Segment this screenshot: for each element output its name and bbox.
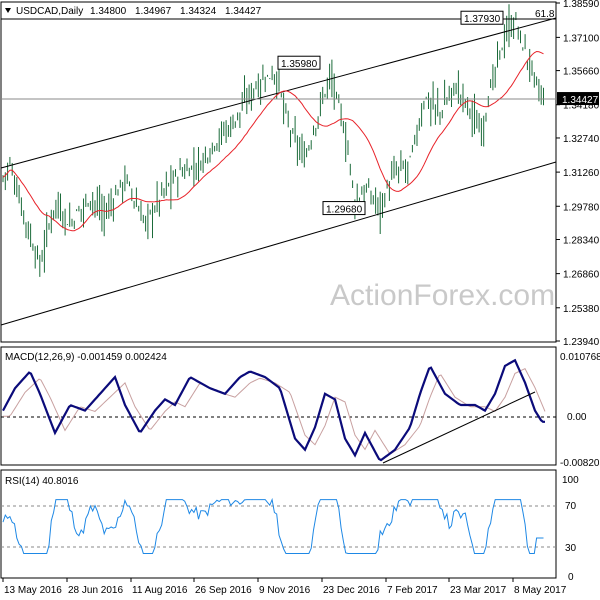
annotation-label: 1.29680 xyxy=(326,205,363,216)
price-annotations: 1.37930 1.35980 1.29680 xyxy=(277,10,504,216)
collapse-icon[interactable] xyxy=(5,8,11,13)
annotation-1.35980: 1.35980 xyxy=(277,55,321,70)
macd-tick-min: -0.008203 xyxy=(560,458,600,469)
price-tick-label: 1.37100 xyxy=(563,33,600,44)
annotation-box xyxy=(277,55,321,70)
price-axis: 1.38590 1.37100 1.35660 1.34180 1.32740 1.312… xyxy=(556,0,600,348)
rsi-line xyxy=(2,497,544,554)
price-tick-label: 1.26860 xyxy=(563,270,600,281)
macd-tick-max: 0.010768 xyxy=(560,352,600,363)
macd-header: MACD(12,26,9) -0.001459 0.002424 xyxy=(5,352,167,363)
annotation-1.37930: 1.37930 xyxy=(460,10,504,25)
header-open: 1.34800 xyxy=(90,6,127,17)
channel-lower-line xyxy=(0,161,557,326)
rsi-tick-30: 30 xyxy=(565,543,577,554)
fib-label: 61.8 xyxy=(535,9,555,20)
date-tick-label: 23 Mar 2017 xyxy=(450,585,507,596)
rsi-tick-70: 70 xyxy=(565,501,577,512)
date-tick-label: 11 Aug 2016 xyxy=(132,585,188,596)
date-tick-label: 28 Jun 2016 xyxy=(68,585,123,596)
price-tick-label: 1.28340 xyxy=(563,235,600,246)
date-tick-label: 9 Nov 2016 xyxy=(259,585,311,596)
rsi-panel: RSI(14) 40.8016 100 70 30 0 xyxy=(0,469,579,583)
macd-trendline xyxy=(382,391,536,464)
header-low: 1.34324 xyxy=(180,6,217,17)
date-tick-label: 26 Sep 2016 xyxy=(195,585,252,596)
date-axis: 13 May 2016 28 Jun 2016 11 Aug 2016 26 Sep … xyxy=(2,578,567,596)
price-tick-label: 1.35660 xyxy=(563,67,600,78)
chart-header: USDCAD,Daily xyxy=(16,6,83,17)
annotation-1.29680: 1.29680 xyxy=(322,201,366,216)
rsi-axis: 100 70 30 0 xyxy=(562,475,579,583)
rsi-tick-100: 100 xyxy=(562,475,579,486)
price-panel: ActionForex.com 1.37930 1.35980 1.29680 US… xyxy=(0,0,600,348)
price-tick-label: 1.31260 xyxy=(563,168,600,179)
current-price-box xyxy=(557,92,599,106)
macd-panel: MACD(12,26,9) -0.001459 0.002424 0.01076… xyxy=(0,346,600,469)
price-tick-label: 1.32740 xyxy=(563,134,600,145)
price-bars xyxy=(2,4,544,277)
channel-upper-line xyxy=(0,17,557,169)
date-tick-label: 13 May 2016 xyxy=(4,585,62,596)
price-tick-label: 1.23940 xyxy=(563,337,600,348)
price-tick-label: 1.25380 xyxy=(563,304,600,315)
rsi-tick-0: 0 xyxy=(568,572,574,583)
date-tick-label: 23 Dec 2016 xyxy=(323,585,380,596)
header-high: 1.34967 xyxy=(135,6,172,17)
price-tick-label: 1.29780 xyxy=(563,202,600,213)
price-tick-label: 1.34180 xyxy=(563,101,600,112)
current-price-label: 1.34427 xyxy=(562,95,599,106)
annotation-box xyxy=(322,201,366,216)
rsi-header: RSI(14) 40.8016 xyxy=(5,476,79,487)
date-tick-label: 7 Feb 2017 xyxy=(387,585,438,596)
annotation-label: 1.37930 xyxy=(464,14,501,25)
annotation-label: 1.35980 xyxy=(281,59,318,70)
header-close: 1.34427 xyxy=(225,6,262,17)
annotation-box xyxy=(460,10,504,25)
macd-tick-zero: 0.00 xyxy=(567,412,587,423)
watermark: ActionForex.com xyxy=(330,279,555,312)
macd-line xyxy=(2,358,545,462)
price-tick-label: 1.38590 xyxy=(563,0,600,10)
macd-axis: 0.010768 0.00 -0.008203 xyxy=(560,352,600,469)
date-tick-label: 8 May 2017 xyxy=(514,585,567,596)
